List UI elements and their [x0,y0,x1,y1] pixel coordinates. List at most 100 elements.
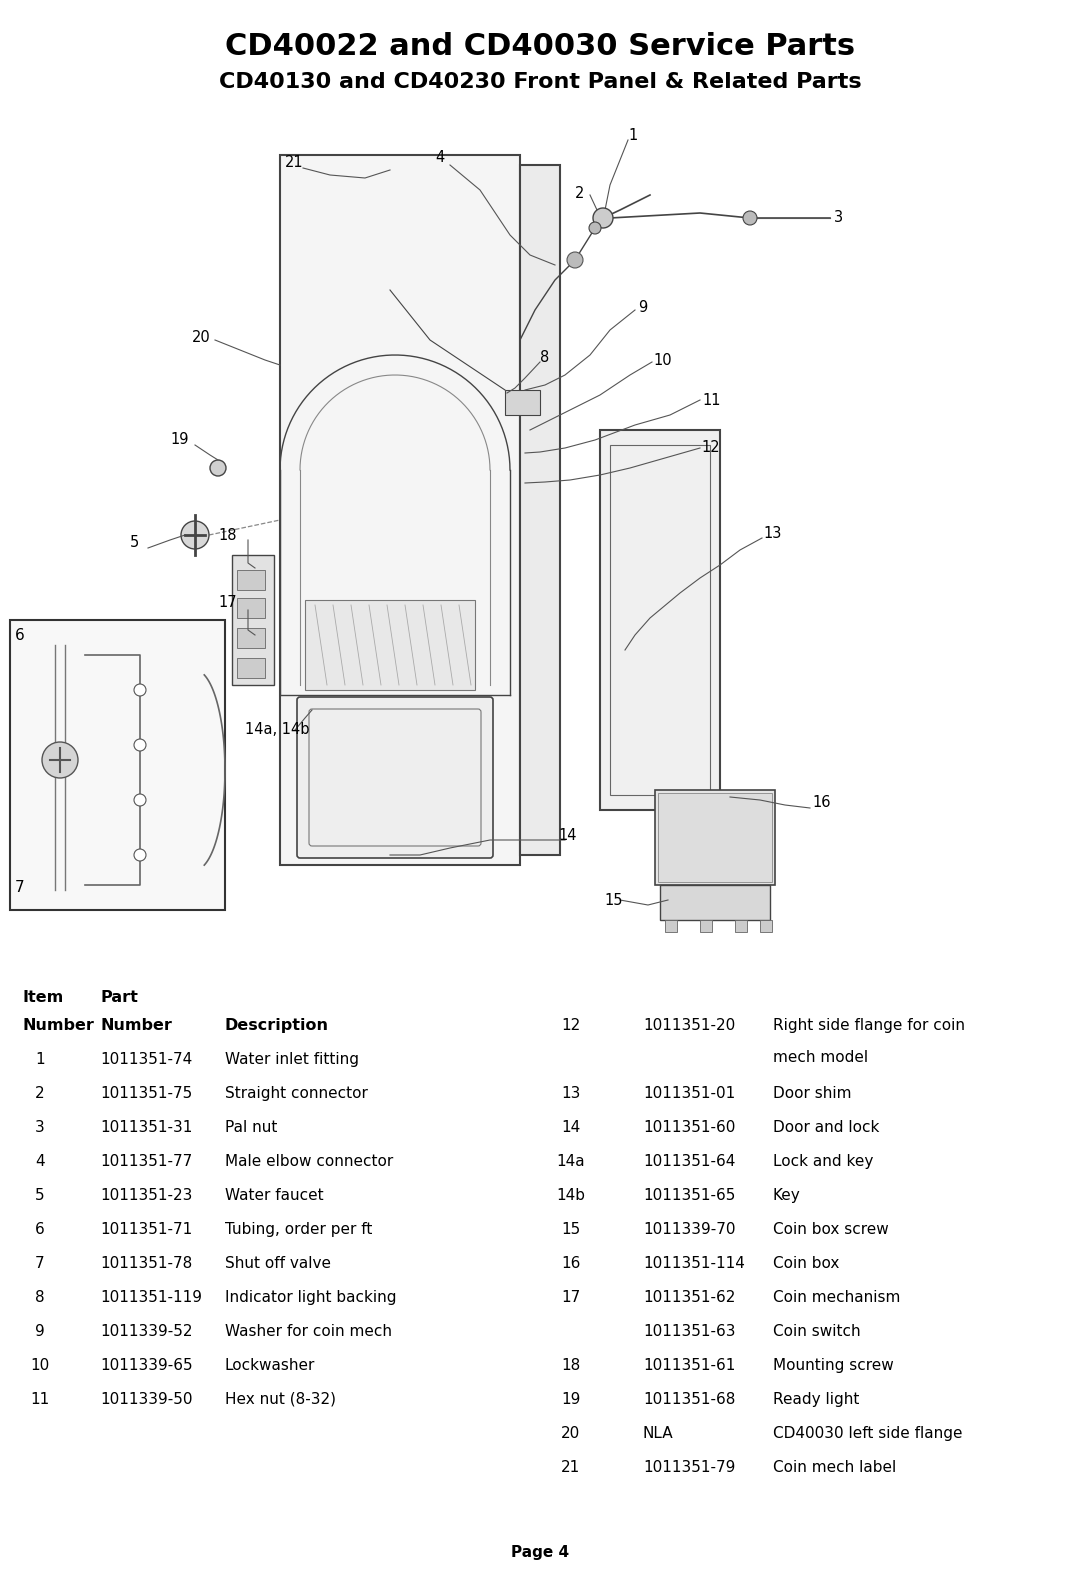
Text: 5: 5 [36,1188,44,1203]
Text: 2: 2 [575,185,585,201]
Text: 14: 14 [561,1120,580,1134]
Text: 1011351-23: 1011351-23 [101,1188,192,1203]
Text: Shut off valve: Shut off valve [225,1255,331,1271]
Text: CD40022 and CD40030 Service Parts: CD40022 and CD40030 Service Parts [225,31,855,61]
Text: 16: 16 [561,1255,580,1271]
Circle shape [134,793,146,806]
Text: 1: 1 [36,1053,44,1067]
Text: Hex nut (8-32): Hex nut (8-32) [225,1392,336,1408]
Circle shape [134,848,146,861]
Bar [660,884,770,921]
Text: Coin switch: Coin switch [773,1324,860,1338]
Text: 8: 8 [540,350,549,364]
Text: Lockwasher: Lockwasher [225,1357,316,1373]
Text: Ready light: Ready light [773,1392,859,1408]
Text: 18: 18 [218,528,237,544]
Circle shape [134,738,146,751]
Text: Coin mechanism: Coin mechanism [773,1290,900,1306]
Text: 11: 11 [702,393,721,408]
Bar [760,921,772,932]
Text: 15: 15 [604,892,623,908]
Text: 1011351-20: 1011351-20 [643,1018,735,1034]
Text: 1011339-52: 1011339-52 [101,1324,192,1338]
Circle shape [134,683,146,696]
Text: 3: 3 [35,1120,45,1134]
Text: 20: 20 [561,1426,580,1441]
Circle shape [593,207,613,228]
Text: 1011351-77: 1011351-77 [101,1155,192,1169]
Text: 1011339-65: 1011339-65 [101,1357,192,1373]
Text: Tubing, order per ft: Tubing, order per ft [225,1222,372,1236]
Text: Coin box screw: Coin box screw [773,1222,889,1236]
Bar [505,390,540,415]
Text: 1011351-63: 1011351-63 [643,1324,735,1338]
Text: Male elbow connector: Male elbow connector [225,1155,393,1169]
Text: Right side flange for coin: Right side flange for coin [773,1018,965,1034]
Text: Door shim: Door shim [773,1086,852,1101]
Text: Indicator light backing: Indicator light backing [225,1290,397,1306]
Text: mech model: mech model [773,1049,868,1065]
Text: 6: 6 [15,628,25,643]
Text: 21: 21 [285,156,304,170]
Text: 1011351-62: 1011351-62 [643,1290,735,1306]
Text: 14: 14 [558,828,576,844]
Circle shape [568,251,583,269]
Text: 7: 7 [15,880,25,895]
Text: 11: 11 [30,1392,50,1408]
Text: 1011351-79: 1011351-79 [643,1459,735,1475]
Text: 8: 8 [36,1290,44,1306]
Bar [655,790,775,884]
Bar [237,658,265,679]
Bar [10,621,225,910]
Text: 1011351-114: 1011351-114 [643,1255,745,1271]
Text: 10: 10 [30,1357,50,1373]
Text: 13: 13 [561,1086,580,1101]
Text: 5: 5 [130,536,139,550]
Text: Door and lock: Door and lock [773,1120,879,1134]
Text: 1011351-60: 1011351-60 [643,1120,735,1134]
Text: Lock and key: Lock and key [773,1155,873,1169]
Text: 1011351-119: 1011351-119 [101,1290,202,1306]
Text: CD40030 left side flange: CD40030 left side flange [773,1426,962,1441]
Text: 2: 2 [36,1086,44,1101]
Text: 17: 17 [561,1290,580,1306]
Text: 19: 19 [170,432,188,448]
Bar [658,793,772,881]
Text: 19: 19 [561,1392,580,1408]
Text: CD40130 and CD40230 Front Panel & Related Parts: CD40130 and CD40230 Front Panel & Relate… [218,72,862,93]
Text: Key: Key [773,1188,801,1203]
Text: Pal nut: Pal nut [225,1120,278,1134]
Text: 10: 10 [653,353,671,368]
Text: 17: 17 [218,595,237,610]
Text: 1011351-68: 1011351-68 [643,1392,735,1408]
Text: 1011351-31: 1011351-31 [101,1120,192,1134]
Text: 1: 1 [628,127,638,143]
Circle shape [210,460,226,476]
FancyBboxPatch shape [297,698,493,858]
Text: Item: Item [22,990,64,1005]
Text: 1011351-01: 1011351-01 [643,1086,735,1101]
Text: 9: 9 [638,300,648,316]
Text: 14b: 14b [557,1188,586,1203]
Bar [665,921,677,932]
Text: Straight connector: Straight connector [225,1086,368,1101]
Text: 16: 16 [812,795,830,811]
Text: 3: 3 [835,211,843,225]
Text: 15: 15 [561,1222,580,1236]
Bar [237,628,265,647]
Text: 1011351-75: 1011351-75 [101,1086,192,1101]
Bar [735,921,747,932]
Text: Description: Description [225,1018,329,1034]
Bar [237,570,265,591]
Text: 1011351-65: 1011351-65 [643,1188,735,1203]
Text: 1011351-74: 1011351-74 [101,1053,192,1067]
Text: Number: Number [101,1018,172,1034]
Bar [280,156,520,866]
Bar [520,165,560,855]
Text: 1011339-70: 1011339-70 [643,1222,735,1236]
Text: Washer for coin mech: Washer for coin mech [225,1324,392,1338]
Text: 21: 21 [561,1459,580,1475]
Text: 18: 18 [561,1357,580,1373]
Text: 1011339-50: 1011339-50 [101,1392,192,1408]
Bar [232,555,273,685]
